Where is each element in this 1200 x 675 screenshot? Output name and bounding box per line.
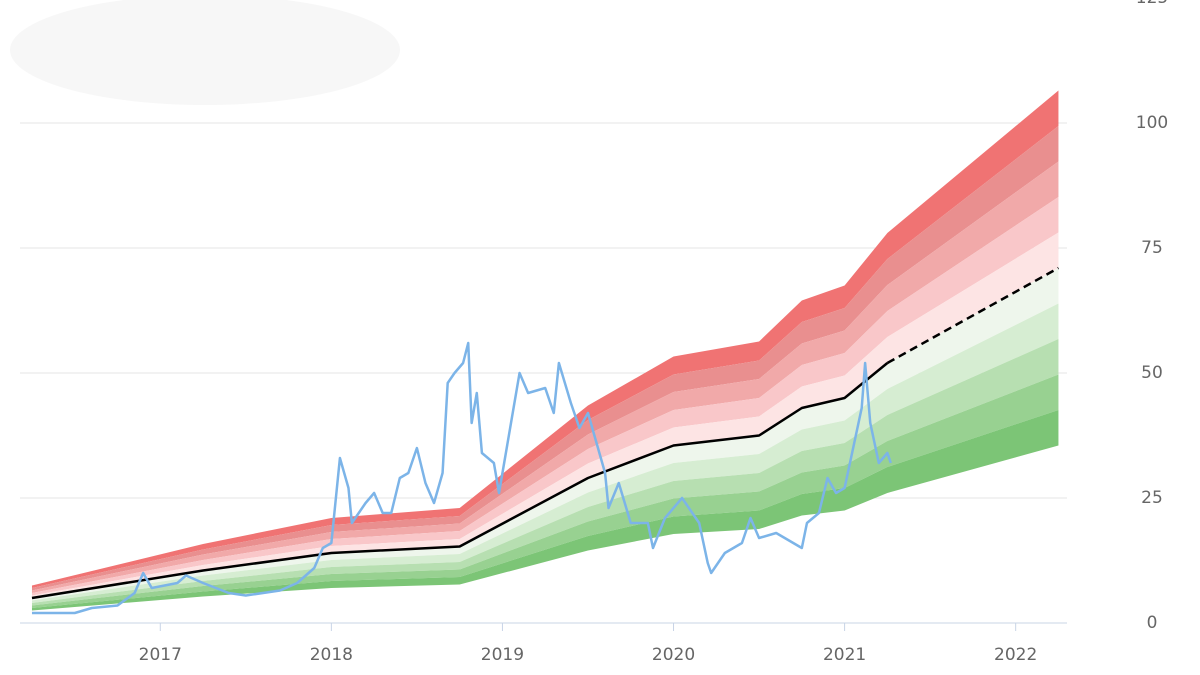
- x-tick-label: 2020: [652, 645, 695, 665]
- y-tick-label: 75: [1141, 238, 1163, 258]
- x-tick-label: 2022: [994, 645, 1037, 665]
- blurred-overlay: [10, 0, 400, 105]
- x-tick-label: 2017: [139, 645, 182, 665]
- x-tick-label: 2018: [310, 645, 353, 665]
- price-line: [31, 341, 892, 615]
- forecast-line: [886, 266, 1060, 365]
- y-tick-label: 100: [1136, 113, 1168, 133]
- y-tick-label: 25: [1141, 488, 1163, 508]
- y-tick-label: 50: [1141, 363, 1163, 383]
- x-tick-label: 2019: [481, 645, 524, 665]
- fair_value-line: [31, 362, 889, 600]
- y-tick-label: 0: [1147, 613, 1158, 633]
- y-tick-label: 125: [1136, 0, 1168, 8]
- x-tick-label: 2021: [823, 645, 866, 665]
